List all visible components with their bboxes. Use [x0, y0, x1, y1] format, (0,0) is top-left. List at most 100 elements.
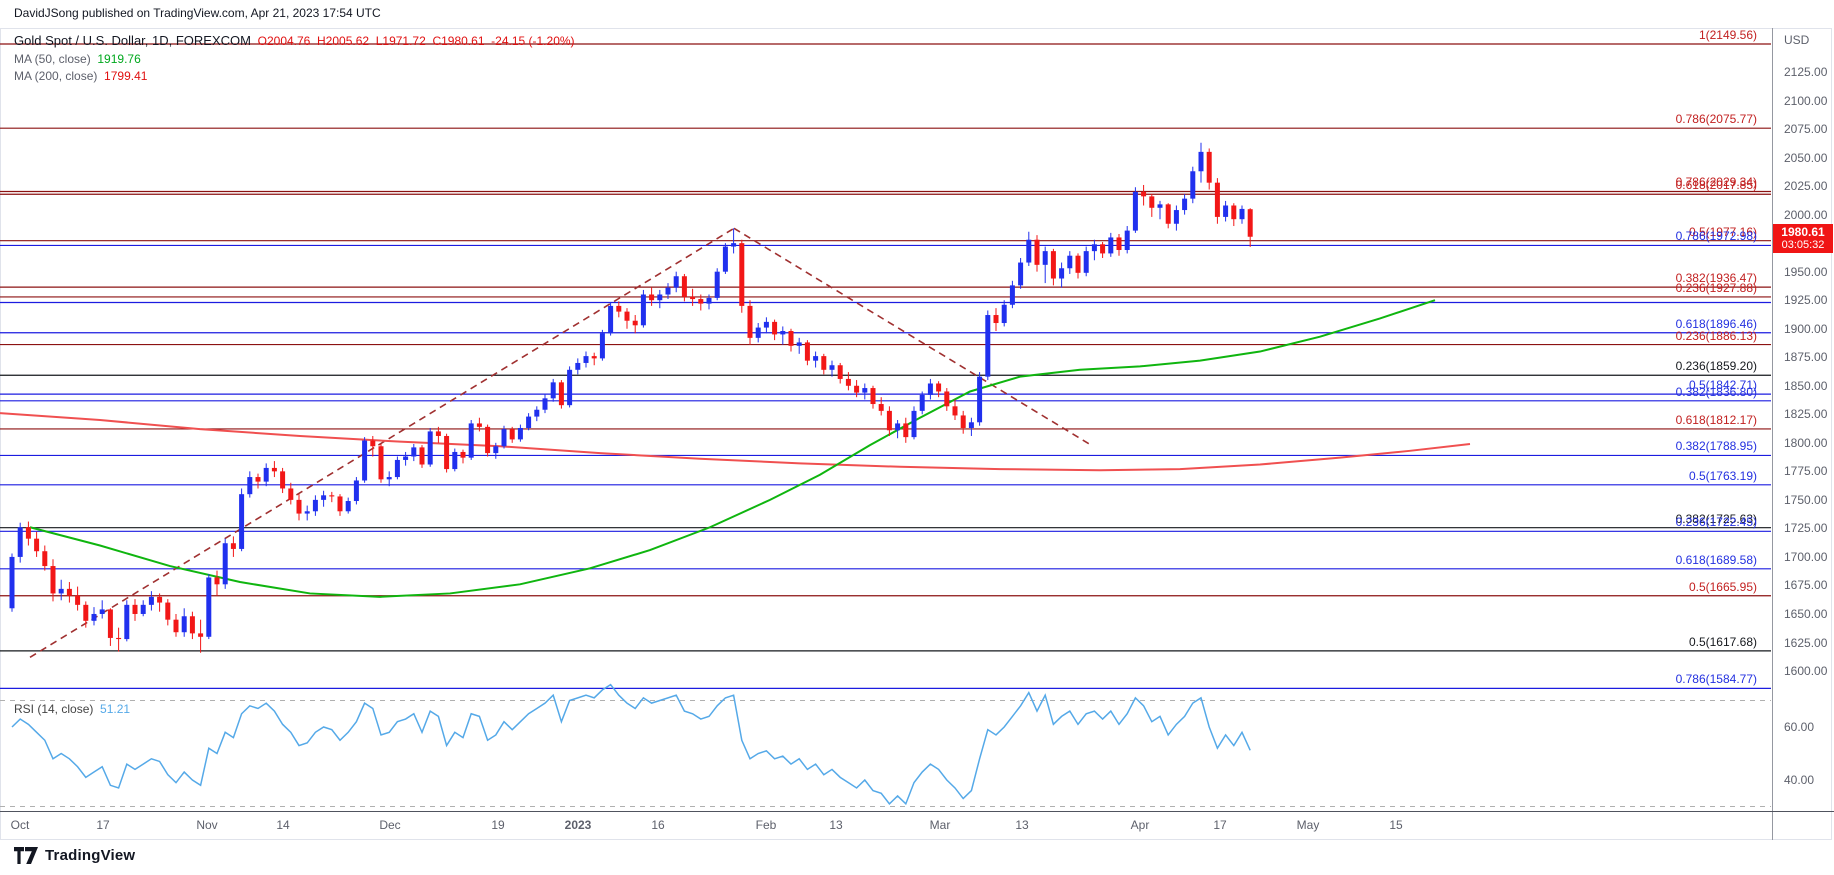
candle	[1223, 205, 1229, 217]
candle	[993, 315, 999, 324]
candle	[222, 543, 228, 585]
price-tick: 1650.00	[1784, 606, 1828, 621]
candle	[1083, 251, 1089, 273]
candle	[640, 294, 646, 326]
price-axis-border[interactable]	[1772, 28, 1773, 840]
candle	[1239, 208, 1245, 220]
candle	[427, 431, 433, 465]
candle	[657, 294, 663, 301]
ma200-line[interactable]	[0, 412, 1471, 472]
rsi-label: RSI (14, close)	[14, 702, 94, 716]
candle	[337, 496, 343, 512]
time-tick: Feb	[755, 818, 777, 832]
time-tick: Nov	[196, 818, 218, 832]
price-tick: 1825.00	[1784, 407, 1828, 422]
candle	[296, 499, 302, 514]
price-tick: 1750.00	[1784, 492, 1828, 507]
rsi-line[interactable]	[11, 683, 1251, 806]
candle	[157, 596, 163, 603]
candle	[378, 446, 384, 480]
candle	[1050, 251, 1056, 279]
candle	[1091, 244, 1097, 252]
time-tick: 14	[276, 818, 290, 832]
candle	[1009, 285, 1015, 305]
price-tick: 2100.00	[1784, 93, 1828, 108]
candle	[862, 388, 868, 393]
candle	[444, 435, 450, 470]
candle	[780, 331, 786, 335]
candle	[148, 596, 154, 605]
candle	[1100, 244, 1106, 254]
candle	[189, 616, 195, 634]
candle	[1075, 255, 1081, 273]
time-tick: 16	[651, 818, 665, 832]
candle	[829, 365, 835, 370]
candle	[747, 305, 753, 338]
candle	[690, 296, 696, 300]
fib-level-label: 0.382(1836.80)	[1675, 384, 1757, 399]
price-tick: 2075.00	[1784, 122, 1828, 137]
time-tick: Mar	[929, 818, 951, 832]
price-tick: 1900.00	[1784, 321, 1828, 336]
candle	[165, 602, 171, 620]
time-tick: 13	[1015, 818, 1029, 832]
symbol-legend[interactable]: Gold Spot / U.S. Dollar, 1D, FOREXCOM O2…	[14, 33, 575, 48]
candle	[1116, 237, 1122, 250]
candle	[34, 538, 40, 552]
rsi-legend[interactable]: RSI (14, close) 51.21	[14, 702, 130, 716]
candle	[788, 331, 794, 346]
time-tick: May	[1296, 818, 1320, 832]
candle	[181, 616, 187, 633]
candle	[403, 456, 409, 460]
fib-level-label: 0.382(1725.63)	[1675, 511, 1757, 526]
candle	[1165, 204, 1171, 224]
tradingview-footer[interactable]: TradingView	[14, 847, 135, 864]
candle	[854, 385, 860, 393]
time-tick: Oct	[10, 818, 30, 832]
ma50-line[interactable]	[29, 299, 1436, 598]
rsi-tick: 60.00	[1784, 720, 1815, 734]
tradingview-logo-icon	[14, 847, 38, 864]
candle	[755, 327, 761, 338]
candle	[288, 488, 294, 500]
candle	[66, 588, 72, 596]
candle	[476, 423, 482, 427]
candle	[886, 410, 892, 431]
candle	[616, 305, 622, 312]
candle	[1018, 262, 1024, 286]
time-tick: 17	[96, 818, 110, 832]
candle	[567, 369, 573, 406]
ma50-legend[interactable]: MA (50, close) 1919.76	[14, 52, 141, 66]
time-tick: Apr	[1130, 818, 1150, 832]
ma200-legend[interactable]: MA (200, close) 1799.41	[14, 69, 147, 83]
trendline-dashed[interactable]	[29, 227, 735, 659]
candle	[1124, 230, 1130, 250]
candle	[460, 451, 466, 458]
candle	[247, 477, 253, 495]
candles[interactable]	[9, 142, 1253, 653]
price-tick: 1700.00	[1784, 549, 1828, 564]
candle	[558, 382, 564, 406]
candle	[1157, 204, 1163, 208]
candle	[198, 633, 204, 637]
candle	[17, 527, 23, 557]
candle	[517, 427, 523, 440]
candle	[345, 501, 351, 512]
candle	[804, 342, 810, 361]
trendline-dashed[interactable]	[733, 227, 1094, 447]
candle	[116, 637, 122, 640]
candle	[599, 333, 605, 359]
candle	[493, 446, 499, 454]
time-tick: 13	[829, 818, 843, 832]
candle	[263, 467, 269, 482]
candle	[1026, 239, 1032, 263]
candle	[968, 422, 974, 428]
candle	[632, 320, 638, 326]
time-axis-border[interactable]	[0, 811, 1834, 812]
candle	[509, 429, 515, 440]
candle	[714, 271, 720, 298]
fib-level-label: 0.5(1665.95)	[1688, 579, 1757, 594]
price-tick: 1725.00	[1784, 521, 1828, 536]
